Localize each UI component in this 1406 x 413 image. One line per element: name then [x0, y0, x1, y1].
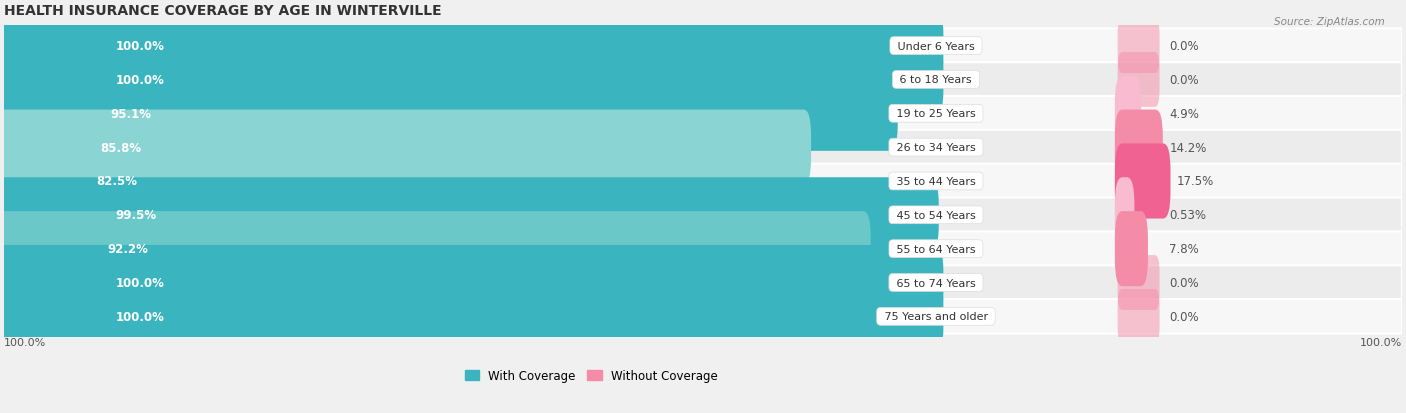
Text: 0.53%: 0.53%	[1168, 209, 1206, 222]
Text: 100.0%: 100.0%	[115, 276, 165, 289]
Text: 26 to 34 Years: 26 to 34 Years	[893, 143, 979, 153]
Text: 4.9%: 4.9%	[1168, 107, 1199, 121]
FancyBboxPatch shape	[1115, 211, 1147, 287]
Text: 0.0%: 0.0%	[1168, 74, 1198, 87]
FancyBboxPatch shape	[1115, 110, 1163, 185]
Text: 0.0%: 0.0%	[1168, 276, 1198, 289]
FancyBboxPatch shape	[1115, 76, 1142, 152]
Text: 82.5%: 82.5%	[97, 175, 138, 188]
FancyBboxPatch shape	[1118, 289, 1160, 344]
FancyBboxPatch shape	[1115, 178, 1135, 253]
Text: 6 to 18 Years: 6 to 18 Years	[897, 75, 976, 85]
FancyBboxPatch shape	[0, 43, 943, 118]
Text: 95.1%: 95.1%	[111, 107, 152, 121]
Text: Under 6 Years: Under 6 Years	[894, 41, 979, 52]
Text: 100.0%: 100.0%	[1360, 337, 1402, 347]
FancyBboxPatch shape	[0, 110, 811, 185]
FancyBboxPatch shape	[4, 29, 1402, 64]
Text: 55 to 64 Years: 55 to 64 Years	[893, 244, 979, 254]
Text: 100.0%: 100.0%	[115, 40, 165, 53]
Text: 65 to 74 Years: 65 to 74 Years	[893, 278, 979, 288]
Text: 14.2%: 14.2%	[1170, 141, 1206, 154]
Text: HEALTH INSURANCE COVERAGE BY AGE IN WINTERVILLE: HEALTH INSURANCE COVERAGE BY AGE IN WINT…	[4, 4, 441, 18]
FancyBboxPatch shape	[4, 63, 1402, 97]
Text: 0.0%: 0.0%	[1168, 40, 1198, 53]
Text: 7.8%: 7.8%	[1168, 242, 1199, 256]
FancyBboxPatch shape	[1115, 144, 1171, 219]
FancyBboxPatch shape	[4, 198, 1402, 233]
Text: 75 Years and older: 75 Years and older	[880, 311, 991, 322]
Text: 100.0%: 100.0%	[4, 337, 46, 347]
FancyBboxPatch shape	[0, 144, 780, 219]
Text: 99.5%: 99.5%	[115, 209, 156, 222]
FancyBboxPatch shape	[4, 232, 1402, 266]
Text: 35 to 44 Years: 35 to 44 Years	[893, 176, 979, 187]
FancyBboxPatch shape	[0, 76, 898, 152]
FancyBboxPatch shape	[4, 97, 1402, 131]
FancyBboxPatch shape	[0, 178, 939, 253]
FancyBboxPatch shape	[1118, 256, 1160, 310]
FancyBboxPatch shape	[4, 164, 1402, 199]
FancyBboxPatch shape	[4, 266, 1402, 300]
Text: 0.0%: 0.0%	[1168, 310, 1198, 323]
FancyBboxPatch shape	[0, 9, 943, 84]
FancyBboxPatch shape	[4, 131, 1402, 165]
Text: 19 to 25 Years: 19 to 25 Years	[893, 109, 979, 119]
FancyBboxPatch shape	[0, 245, 943, 320]
Text: 85.8%: 85.8%	[100, 141, 141, 154]
Text: 17.5%: 17.5%	[1177, 175, 1215, 188]
FancyBboxPatch shape	[1118, 53, 1160, 107]
Text: 100.0%: 100.0%	[115, 74, 165, 87]
FancyBboxPatch shape	[0, 279, 943, 354]
FancyBboxPatch shape	[1118, 19, 1160, 74]
Text: Source: ZipAtlas.com: Source: ZipAtlas.com	[1274, 17, 1385, 26]
Text: 45 to 54 Years: 45 to 54 Years	[893, 210, 979, 220]
Text: 92.2%: 92.2%	[107, 242, 148, 256]
FancyBboxPatch shape	[0, 211, 870, 287]
Text: 100.0%: 100.0%	[115, 310, 165, 323]
Legend: With Coverage, Without Coverage: With Coverage, Without Coverage	[460, 365, 723, 387]
FancyBboxPatch shape	[4, 299, 1402, 334]
